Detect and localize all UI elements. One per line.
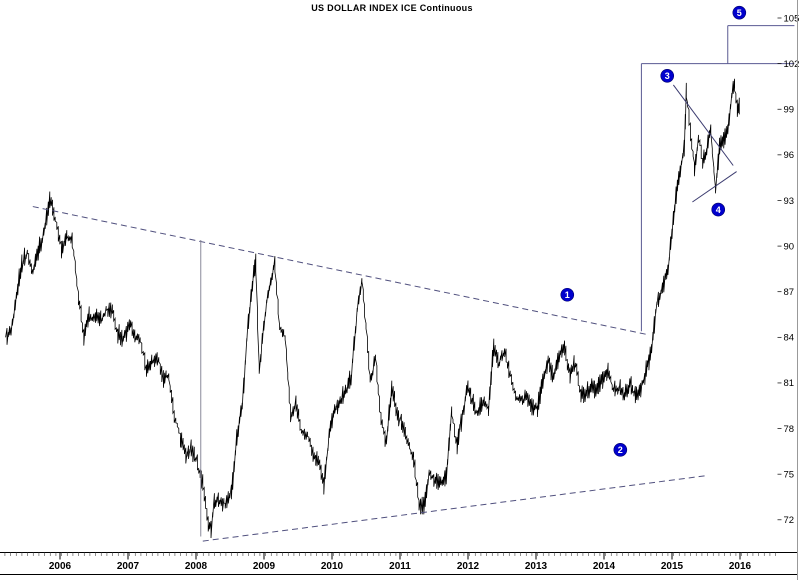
y-axis-label: 93 xyxy=(784,196,795,207)
ascending-trendline-line[interactable] xyxy=(202,475,707,542)
chart-title: US DOLLAR INDEX ICE Continuous xyxy=(311,3,473,13)
annotation-marker-4[interactable]: 4 xyxy=(711,202,726,217)
pennant-upper-line[interactable] xyxy=(672,84,734,166)
y-axis-label: 81 xyxy=(784,378,795,389)
y-axis-label: 105 xyxy=(784,13,800,24)
x-axis-label: 2014 xyxy=(593,561,616,572)
y-axis-label: 102 xyxy=(784,59,800,70)
y-axis-label: 90 xyxy=(784,241,795,252)
annotation-marker-label: 5 xyxy=(737,8,742,18)
price-series xyxy=(5,78,740,539)
x-axis-label: 2015 xyxy=(661,561,684,572)
annotation-marker-label: 2 xyxy=(618,445,623,455)
x-axis-label: 2010 xyxy=(321,561,344,572)
x-axis-label: 2006 xyxy=(49,561,72,572)
x-axis-label: 2009 xyxy=(253,561,276,572)
y-axis-label: 99 xyxy=(784,105,795,116)
y-axis-label: 84 xyxy=(784,333,795,344)
x-axis-label: 2013 xyxy=(525,561,548,572)
y-axis-label: 78 xyxy=(784,424,795,435)
annotation-marker-label: 1 xyxy=(565,290,570,300)
y-axis-label: 75 xyxy=(784,469,795,480)
annotation-marker-3[interactable]: 3 xyxy=(660,68,675,83)
x-axis-label: 2007 xyxy=(117,561,140,572)
x-axis-label: 2011 xyxy=(389,561,411,572)
annotation-marker-5[interactable]: 5 xyxy=(732,5,747,20)
annotation-marker-2[interactable]: 2 xyxy=(613,443,628,457)
annotation-marker-1[interactable]: 1 xyxy=(560,287,575,302)
y-axis-label: 87 xyxy=(784,287,795,298)
x-axis-label: 2012 xyxy=(457,561,480,572)
y-axis-label: 72 xyxy=(784,515,795,526)
x-axis-label: 2008 xyxy=(185,561,208,572)
y-axis-label: 96 xyxy=(784,150,795,161)
annotation-marker-label: 3 xyxy=(665,71,670,81)
x-axis-label: 2016 xyxy=(729,561,752,572)
pennant-lower-line[interactable] xyxy=(692,171,737,203)
descending-trendline-line[interactable] xyxy=(32,206,647,335)
annotation-marker-label: 4 xyxy=(716,205,721,215)
